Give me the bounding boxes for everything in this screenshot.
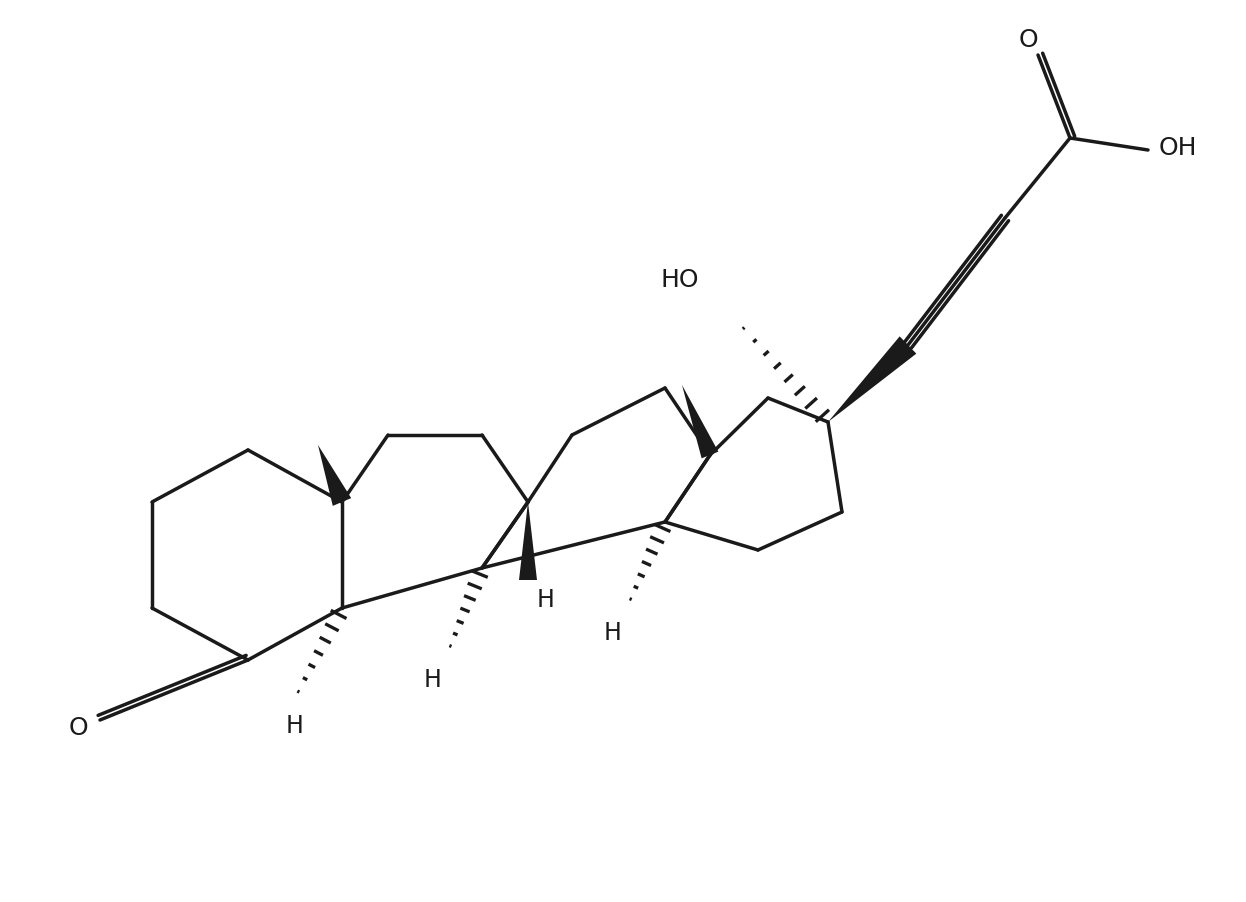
Polygon shape <box>318 445 351 506</box>
Text: H: H <box>287 714 304 738</box>
Text: OH: OH <box>1159 136 1197 160</box>
Text: HO: HO <box>660 268 699 292</box>
Text: O: O <box>69 716 87 740</box>
Polygon shape <box>682 385 719 458</box>
Text: H: H <box>604 621 622 645</box>
Polygon shape <box>829 336 916 422</box>
Polygon shape <box>520 502 537 580</box>
Text: H: H <box>537 588 554 612</box>
Text: H: H <box>424 668 442 692</box>
Text: O: O <box>1018 28 1038 52</box>
